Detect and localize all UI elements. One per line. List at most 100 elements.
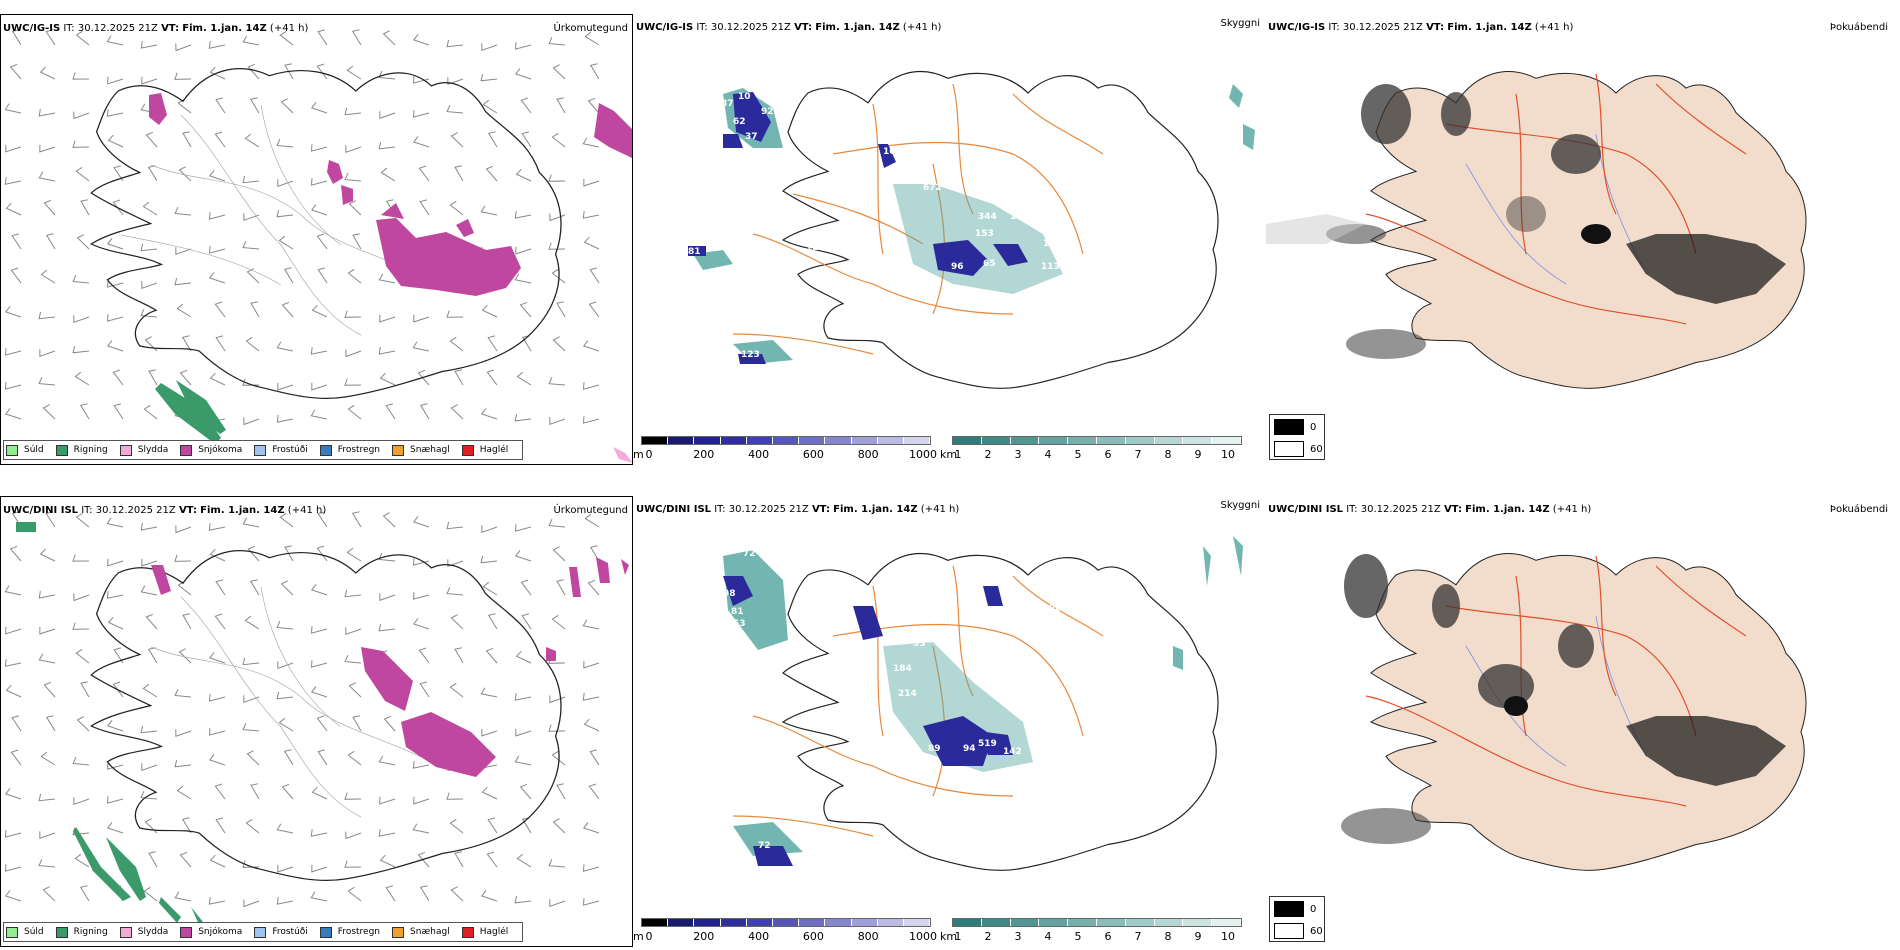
wind-barb bbox=[281, 783, 294, 800]
wind-barb bbox=[72, 140, 90, 148]
wind-barb bbox=[551, 750, 566, 766]
wind-barb bbox=[247, 63, 260, 80]
height-label: 94 bbox=[963, 744, 976, 754]
wind-barb bbox=[174, 277, 192, 286]
panel-header: UWC/IG-IS IT: 30.12.2025 21Z VT: Fim. 1.… bbox=[3, 23, 309, 34]
height-label: 214 bbox=[898, 689, 917, 699]
wind-barb bbox=[72, 274, 90, 284]
wind-barb bbox=[486, 851, 498, 868]
wind-barb bbox=[450, 404, 464, 420]
wind-barb bbox=[310, 409, 328, 420]
wind-barb bbox=[277, 179, 294, 188]
wind-barb bbox=[174, 72, 192, 80]
colorbar-bin bbox=[668, 919, 695, 926]
wind-barb bbox=[106, 762, 124, 770]
wind-barb bbox=[277, 382, 294, 391]
height-label: 96 bbox=[951, 262, 964, 272]
wind-barb bbox=[454, 369, 464, 386]
wind-barb bbox=[144, 818, 158, 834]
wind-barb bbox=[480, 408, 498, 420]
legend-swatch bbox=[180, 444, 193, 456]
wind-barb bbox=[242, 517, 260, 528]
wind-barb bbox=[514, 550, 532, 562]
height-label: 672 bbox=[923, 183, 942, 193]
wind-barb bbox=[208, 41, 226, 49]
wind-barb bbox=[276, 209, 294, 218]
wind-barb bbox=[246, 750, 260, 766]
legend-swatch bbox=[6, 926, 18, 938]
legend-item: Frostúði bbox=[254, 926, 308, 938]
wind-barb bbox=[113, 647, 124, 664]
wind-barb bbox=[344, 172, 362, 182]
colorbar-tick: 600 bbox=[802, 930, 824, 943]
wind-barb bbox=[347, 404, 362, 420]
legend-item: Súld bbox=[6, 926, 44, 938]
wind-barb bbox=[454, 851, 464, 868]
wind-barb bbox=[584, 31, 600, 46]
wind-barb bbox=[106, 109, 124, 117]
wind-barb bbox=[140, 725, 158, 734]
colorbar-bin bbox=[720, 919, 747, 926]
fog-map-top bbox=[1266, 71, 1807, 389]
height-label: 92 bbox=[761, 107, 774, 117]
colorbar-tick: 0 bbox=[645, 448, 653, 461]
snow-areas bbox=[151, 557, 629, 777]
wind-barb bbox=[181, 335, 192, 352]
wind-barb bbox=[76, 234, 90, 250]
colorbar-tick: 10 bbox=[1221, 930, 1235, 943]
colorbar-tick: 6 bbox=[1104, 930, 1112, 943]
wind-barb bbox=[141, 558, 158, 567]
height-label: 62 bbox=[733, 117, 746, 127]
precip-map-bottom bbox=[4, 511, 629, 933]
wind-barb bbox=[412, 823, 430, 834]
wind-barb bbox=[454, 165, 464, 182]
colorbar-bin bbox=[642, 919, 669, 926]
wind-barb bbox=[379, 796, 396, 805]
panel-title: Þokuábendi bbox=[1829, 504, 1888, 515]
wind-barb bbox=[378, 141, 396, 150]
colorbar-tick: 3 bbox=[1014, 930, 1022, 943]
wind-barb bbox=[214, 131, 226, 148]
wind-barb bbox=[175, 247, 192, 256]
legend-swatch bbox=[55, 926, 68, 938]
wind-barb bbox=[310, 347, 328, 355]
wind-barb bbox=[552, 336, 566, 352]
wind-barb bbox=[209, 854, 226, 868]
legend-label: Haglél bbox=[479, 927, 509, 937]
wind-barb bbox=[521, 131, 532, 148]
wind-barb bbox=[72, 622, 90, 630]
wind-barb bbox=[378, 273, 396, 284]
ceiling-map-top: 10 92 87 62 37 48 81 125 123 10 672 344 134 153 139 96 6… bbox=[683, 70, 1255, 389]
colorbar-bin bbox=[981, 437, 1011, 444]
wind-barb bbox=[446, 104, 464, 114]
wind-barb bbox=[141, 281, 158, 290]
wind-barb bbox=[412, 136, 430, 148]
legend-label: Snæhagl bbox=[410, 445, 450, 455]
wind-barb bbox=[352, 233, 362, 250]
wind-barb bbox=[487, 335, 498, 352]
wind-barb bbox=[487, 817, 498, 834]
wind-barb bbox=[317, 29, 328, 46]
colorbar-bin bbox=[1068, 437, 1097, 444]
wind-barb bbox=[209, 66, 226, 80]
wind-barb bbox=[75, 512, 90, 528]
colorbar-tick: 400 bbox=[748, 448, 770, 461]
wind-barb bbox=[419, 199, 430, 216]
wind-barb bbox=[449, 682, 464, 698]
colorbar-tick: 6 bbox=[1104, 448, 1112, 461]
panel-title: Þokuábendi bbox=[1829, 22, 1888, 33]
wind-barb bbox=[174, 891, 192, 902]
wind-barb bbox=[520, 579, 532, 596]
wind-barb bbox=[515, 168, 532, 182]
colorbar-bin bbox=[1068, 919, 1097, 926]
wind-barb bbox=[412, 33, 430, 46]
wind-barb bbox=[446, 310, 464, 318]
wind-barb bbox=[208, 754, 226, 766]
wind-barb bbox=[347, 750, 362, 766]
wind-barb bbox=[487, 613, 498, 630]
colorbar-tick: 7 bbox=[1134, 448, 1142, 461]
wind-barb bbox=[176, 303, 192, 318]
legend-swatch bbox=[319, 444, 332, 456]
wind-barb bbox=[347, 268, 362, 284]
height-label: 344 bbox=[978, 212, 997, 222]
